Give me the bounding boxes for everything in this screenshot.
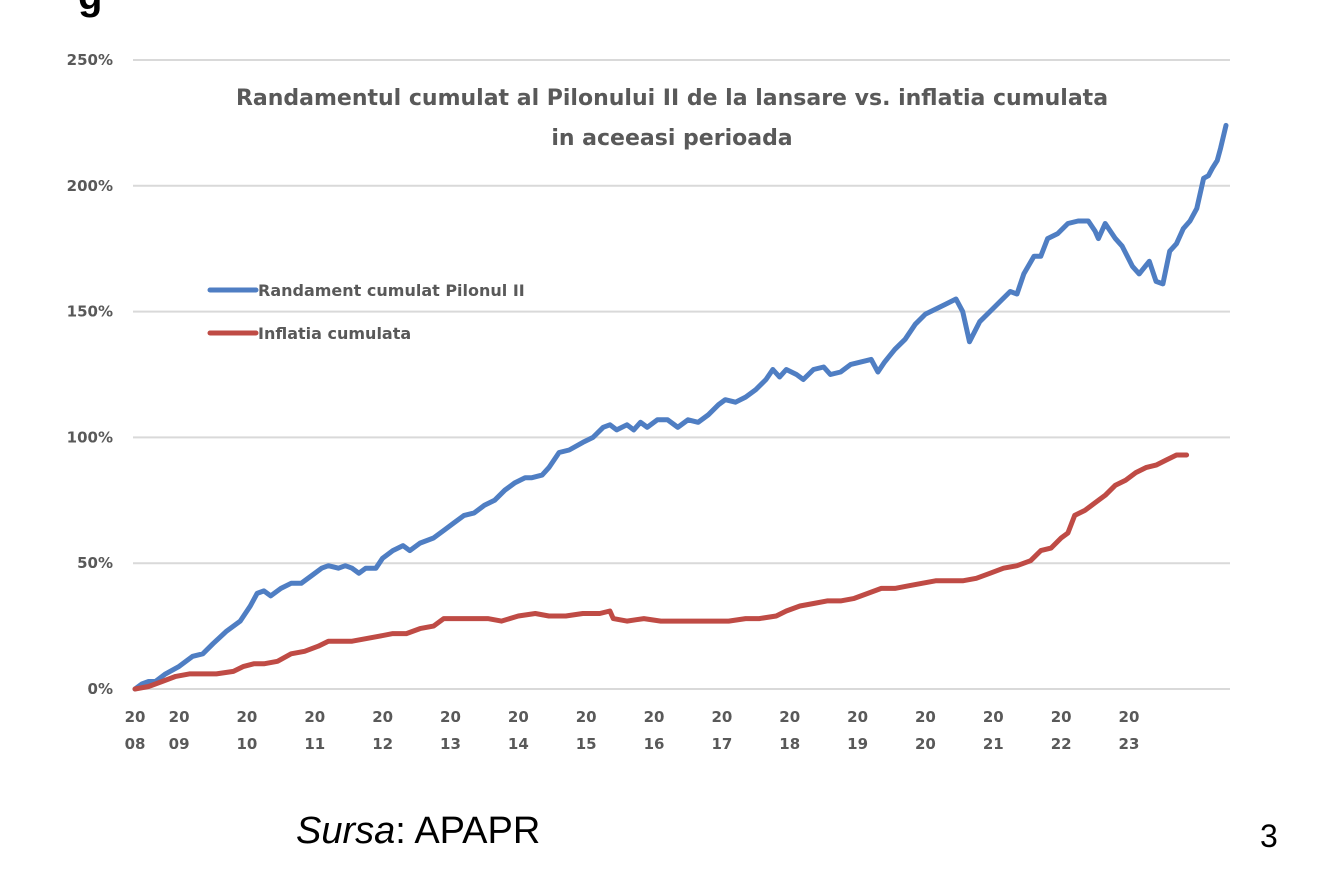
x-tick-label-bottom: 12 xyxy=(372,735,393,753)
chart-title-line-1: Randamentul cumulat al Pilonului II de l… xyxy=(236,86,1108,111)
source-value: APAPR xyxy=(414,810,541,852)
y-tick-label: 50% xyxy=(77,554,113,572)
x-tick-label-top: 20 xyxy=(237,708,258,726)
x-tick-label-top: 20 xyxy=(169,708,190,726)
x-tick-label-top: 20 xyxy=(983,708,1004,726)
x-tick-label-bottom: 11 xyxy=(304,735,325,753)
legend-label-inflatia: Inflatia cumulata xyxy=(258,324,411,343)
x-tick-label-top: 20 xyxy=(125,708,146,726)
chart-title-line-2: in aceeasi perioada xyxy=(551,126,792,151)
x-tick-label-top: 20 xyxy=(1051,708,1072,726)
y-tick-label: 0% xyxy=(88,680,113,698)
x-tick-label-top: 20 xyxy=(304,708,325,726)
x-tick-label-bottom: 21 xyxy=(983,735,1004,753)
x-axis-tick-labels: 20 08 20 09 20 10 20 11 20 12 20 13 20 14 20 15 20 16 20 17… xyxy=(125,708,1140,753)
x-tick-label-bottom: 23 xyxy=(1119,735,1140,753)
x-tick-label-bottom: 15 xyxy=(576,735,597,753)
x-tick-label-top: 20 xyxy=(576,708,597,726)
x-tick-label-top: 20 xyxy=(508,708,529,726)
x-tick-label-bottom: 19 xyxy=(847,735,868,753)
y-tick-label: 150% xyxy=(67,303,113,321)
x-tick-label-top: 20 xyxy=(779,708,800,726)
x-tick-label-bottom: 18 xyxy=(779,735,800,753)
cumulative-return-chart: 0%50%100%150%200%250% 200820092010201120… xyxy=(67,51,1230,753)
x-tick-label-top: 20 xyxy=(711,708,732,726)
y-tick-label: 250% xyxy=(67,51,113,69)
source-note: Sursa: APAPR xyxy=(296,810,540,853)
x-tick-label-bottom: 10 xyxy=(237,735,258,753)
slide-heading-fragment: g xyxy=(78,0,102,19)
x-tick-label-bottom: 08 xyxy=(125,735,146,753)
x-tick-label-top: 20 xyxy=(644,708,665,726)
y-tick-label: 200% xyxy=(67,177,113,195)
legend: Randament cumulat Pilonul II Inflatia cu… xyxy=(207,281,525,343)
x-tick-label-top: 20 xyxy=(1119,708,1140,726)
page-number: 3 xyxy=(1260,818,1278,854)
x-tick-label-bottom: 13 xyxy=(440,735,461,753)
x-tick-label-top: 20 xyxy=(915,708,936,726)
x-tick-label-bottom: 20 xyxy=(915,735,936,753)
x-tick-label-top: 20 xyxy=(847,708,868,726)
x-tick-label-bottom: 17 xyxy=(711,735,732,753)
y-tick-label: 100% xyxy=(67,428,113,446)
legend-label-pilonul-ii: Randament cumulat Pilonul II xyxy=(258,281,525,300)
series-line-pilonul-ii xyxy=(132,122,1229,692)
gridlines xyxy=(133,59,1230,690)
source-label: Sursa xyxy=(296,810,396,852)
x-tick-label-top: 20 xyxy=(372,708,393,726)
x-tick-label-bottom: 22 xyxy=(1051,735,1072,753)
x-tick-label-bottom: 09 xyxy=(169,735,190,753)
x-tick-label-bottom: 14 xyxy=(508,735,529,753)
x-tick-label-top: 20 xyxy=(440,708,461,726)
y-axis-tick-labels: 0% 50% 100% 150% 200% 250% xyxy=(67,51,113,698)
series-lines xyxy=(132,122,1229,692)
x-tick-label-bottom: 16 xyxy=(644,735,665,753)
series-line-inflatia xyxy=(132,452,1190,692)
source-separator: : xyxy=(395,810,415,852)
